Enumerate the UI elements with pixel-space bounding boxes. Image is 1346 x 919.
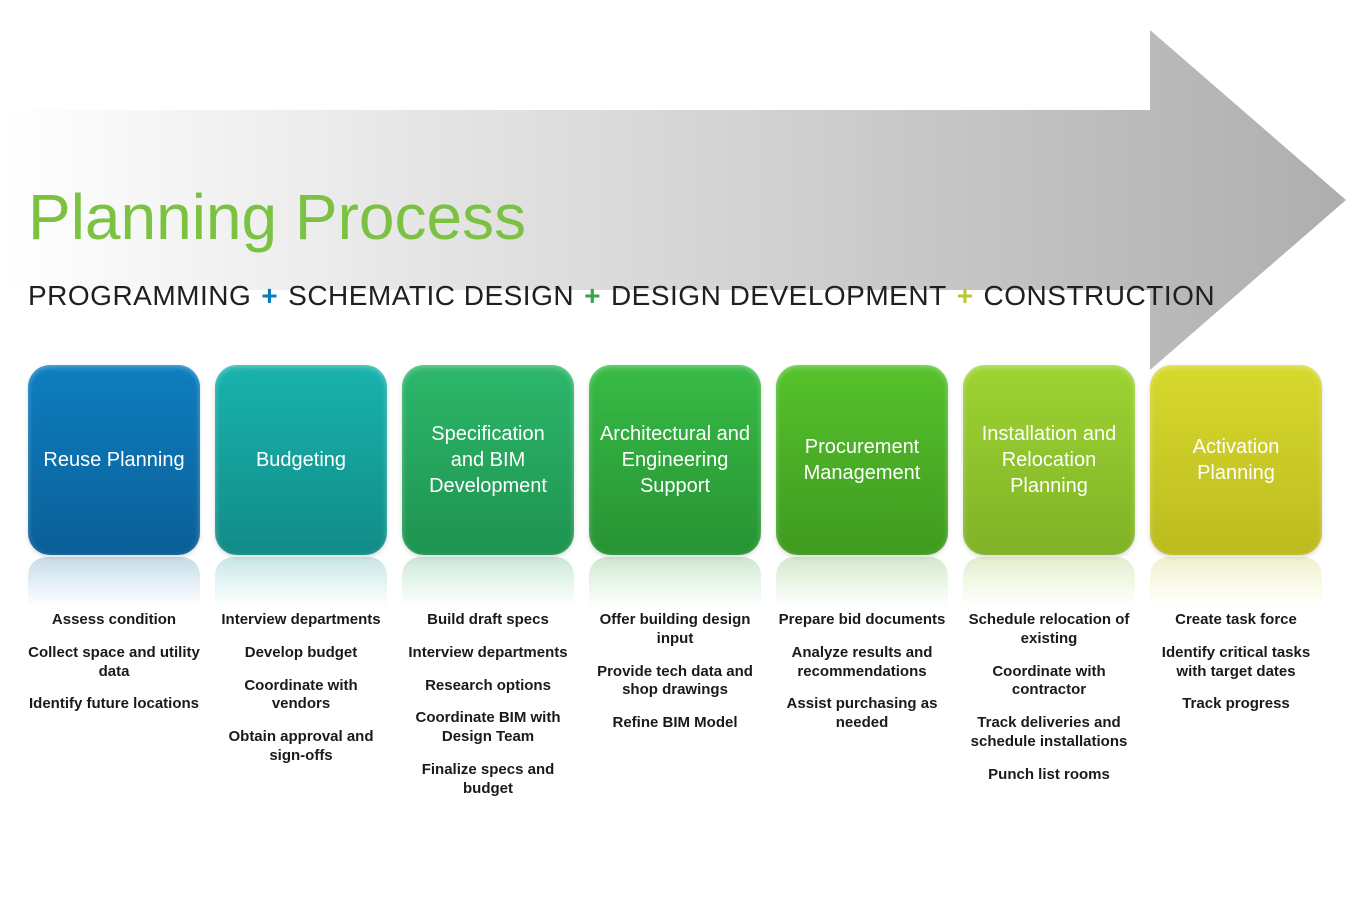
phase-line: PROGRAMMING + SCHEMATIC DESIGN + DESIGN DEVE… — [28, 280, 1215, 312]
task-item: Refine BIM Model — [589, 714, 761, 733]
phase-label: CONSTRUCTION — [984, 280, 1216, 311]
card-column: Budgeting Interview departments Develop bu… — [215, 365, 387, 812]
task-item: Develop budget — [215, 644, 387, 663]
phase-label: SCHEMATIC DESIGN — [288, 280, 574, 311]
process-card: Activation Planning — [1150, 365, 1322, 555]
process-card: Budgeting — [215, 365, 387, 555]
task-item: Collect space and utility data — [28, 644, 200, 682]
task-item: Punch list rooms — [963, 766, 1135, 785]
card-reflection — [963, 557, 1135, 607]
cards-row: Reuse Planning Assess condition Collect sp… — [28, 365, 1322, 812]
phase-label: PROGRAMMING — [28, 280, 251, 311]
card-tasks: Schedule relocation of existing Coordinat… — [963, 611, 1135, 798]
card-title: Budgeting — [256, 447, 346, 473]
process-card: Architectural and Engineering Support — [589, 365, 761, 555]
card-reflection — [215, 557, 387, 607]
task-item: Analyze results and recommendations — [776, 644, 948, 682]
card-tasks: Offer building design input Provide tech … — [589, 611, 761, 747]
phase-label: DESIGN DEVELOPMENT — [611, 280, 947, 311]
task-item: Coordinate with contractor — [963, 663, 1135, 701]
card-tasks: Prepare bid documents Analyze results and… — [776, 611, 948, 747]
task-item: Offer building design input — [589, 611, 761, 649]
card-tasks: Build draft specs Interview departments Re… — [402, 611, 574, 812]
page-title: Planning Process — [28, 180, 526, 254]
process-card: Installation and Relocation Planning — [963, 365, 1135, 555]
task-item: Obtain approval and sign-offs — [215, 728, 387, 766]
task-item: Research options — [402, 677, 574, 696]
task-item: Provide tech data and shop drawings — [589, 663, 761, 701]
process-card: Procurement Management — [776, 365, 948, 555]
plus-separator: + — [957, 280, 974, 311]
task-item: Coordinate BIM with Design Team — [402, 709, 574, 747]
task-item: Interview departments — [215, 611, 387, 630]
task-item: Track progress — [1150, 695, 1322, 714]
card-reflection — [589, 557, 761, 607]
plus-separator: + — [584, 280, 601, 311]
task-item: Coordinate with vendors — [215, 677, 387, 715]
card-column: Procurement Management Prepare bid docume… — [776, 365, 948, 812]
task-item: Schedule relocation of existing — [963, 611, 1135, 649]
task-item: Identify critical tasks with target date… — [1150, 644, 1322, 682]
task-item: Build draft specs — [402, 611, 574, 630]
task-item: Interview departments — [402, 644, 574, 663]
card-title: Procurement Management — [786, 434, 938, 486]
card-title: Reuse Planning — [43, 447, 184, 473]
plus-separator: + — [261, 280, 278, 311]
task-item: Assess condition — [28, 611, 200, 630]
task-item: Track deliveries and schedule installati… — [963, 714, 1135, 752]
card-reflection — [402, 557, 574, 607]
card-tasks: Create task force Identify critical tasks… — [1150, 611, 1322, 728]
process-card: Reuse Planning — [28, 365, 200, 555]
card-tasks: Assess condition Collect space and utilit… — [28, 611, 200, 728]
card-title: Specification and BIM Development — [412, 421, 564, 499]
card-reflection — [1150, 557, 1322, 607]
card-reflection — [776, 557, 948, 607]
task-item: Finalize specs and budget — [402, 761, 574, 799]
card-title: Architectural and Engineering Support — [599, 421, 751, 499]
card-column: Reuse Planning Assess condition Collect sp… — [28, 365, 200, 812]
card-title: Installation and Relocation Planning — [973, 421, 1125, 499]
card-column: Activation Planning Create task force Iden… — [1150, 365, 1322, 812]
task-item: Identify future locations — [28, 695, 200, 714]
card-reflection — [28, 557, 200, 607]
card-column: Specification and BIM Development Build d… — [402, 365, 574, 812]
card-column: Installation and Relocation Planning Sche… — [963, 365, 1135, 812]
card-title: Activation Planning — [1160, 434, 1312, 486]
card-tasks: Interview departments Develop budget Coord… — [215, 611, 387, 780]
card-column: Architectural and Engineering Support Off… — [589, 365, 761, 812]
process-card: Specification and BIM Development — [402, 365, 574, 555]
task-item: Assist purchasing as needed — [776, 695, 948, 733]
task-item: Create task force — [1150, 611, 1322, 630]
task-item: Prepare bid documents — [776, 611, 948, 630]
